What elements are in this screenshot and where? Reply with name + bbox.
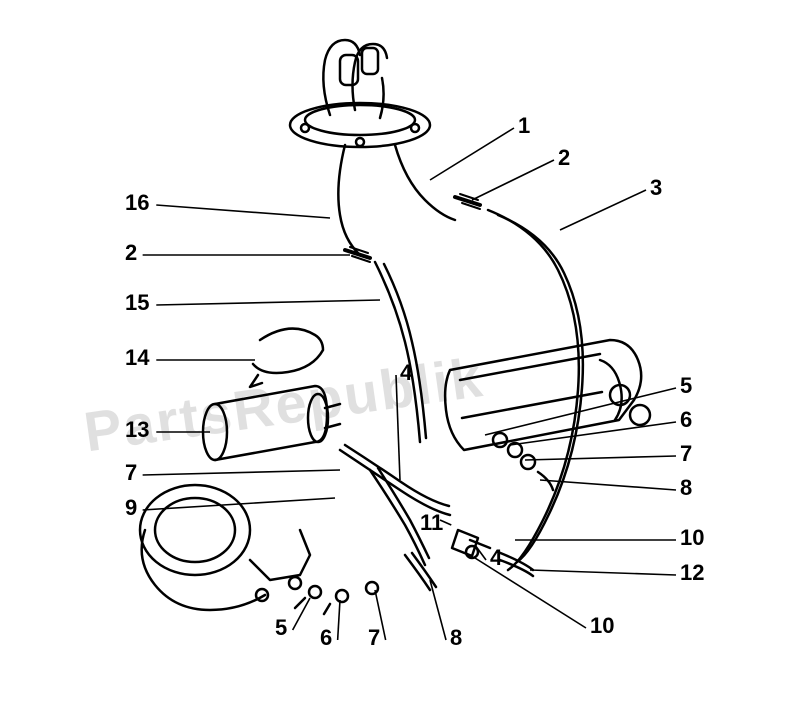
callout-label-7b: 7 — [680, 441, 692, 467]
callout-label-4b: 4 — [490, 545, 502, 571]
callout-label-8a: 8 — [680, 475, 692, 501]
callout-label-2b: 2 — [125, 240, 137, 266]
callout-label-10b: 10 — [590, 613, 614, 639]
diagram-container: PartsRepublik 12316215141379456781012101… — [0, 0, 799, 715]
callout-label-16: 16 — [125, 190, 149, 216]
callout-label-14: 14 — [125, 345, 149, 371]
callout-label-13: 13 — [125, 417, 149, 443]
callout-label-6a: 6 — [680, 407, 692, 433]
callout-label-11: 11 — [420, 510, 443, 536]
callout-label-12: 12 — [680, 560, 704, 586]
callout-label-3: 3 — [650, 175, 662, 201]
parts-sketch — [0, 0, 799, 715]
callout-label-15: 15 — [125, 290, 149, 316]
callout-label-8b: 8 — [450, 625, 462, 651]
callout-label-10a: 10 — [680, 525, 704, 551]
callout-label-2a: 2 — [558, 145, 570, 171]
callout-label-1: 1 — [518, 113, 530, 139]
callout-label-7c: 7 — [368, 625, 380, 651]
callout-label-7a: 7 — [125, 460, 137, 486]
callout-label-5a: 5 — [680, 373, 692, 399]
callout-label-5b: 5 — [275, 615, 287, 641]
callout-label-9: 9 — [125, 495, 137, 521]
callout-label-4a: 4 — [400, 360, 412, 386]
callout-label-6b: 6 — [320, 625, 332, 651]
